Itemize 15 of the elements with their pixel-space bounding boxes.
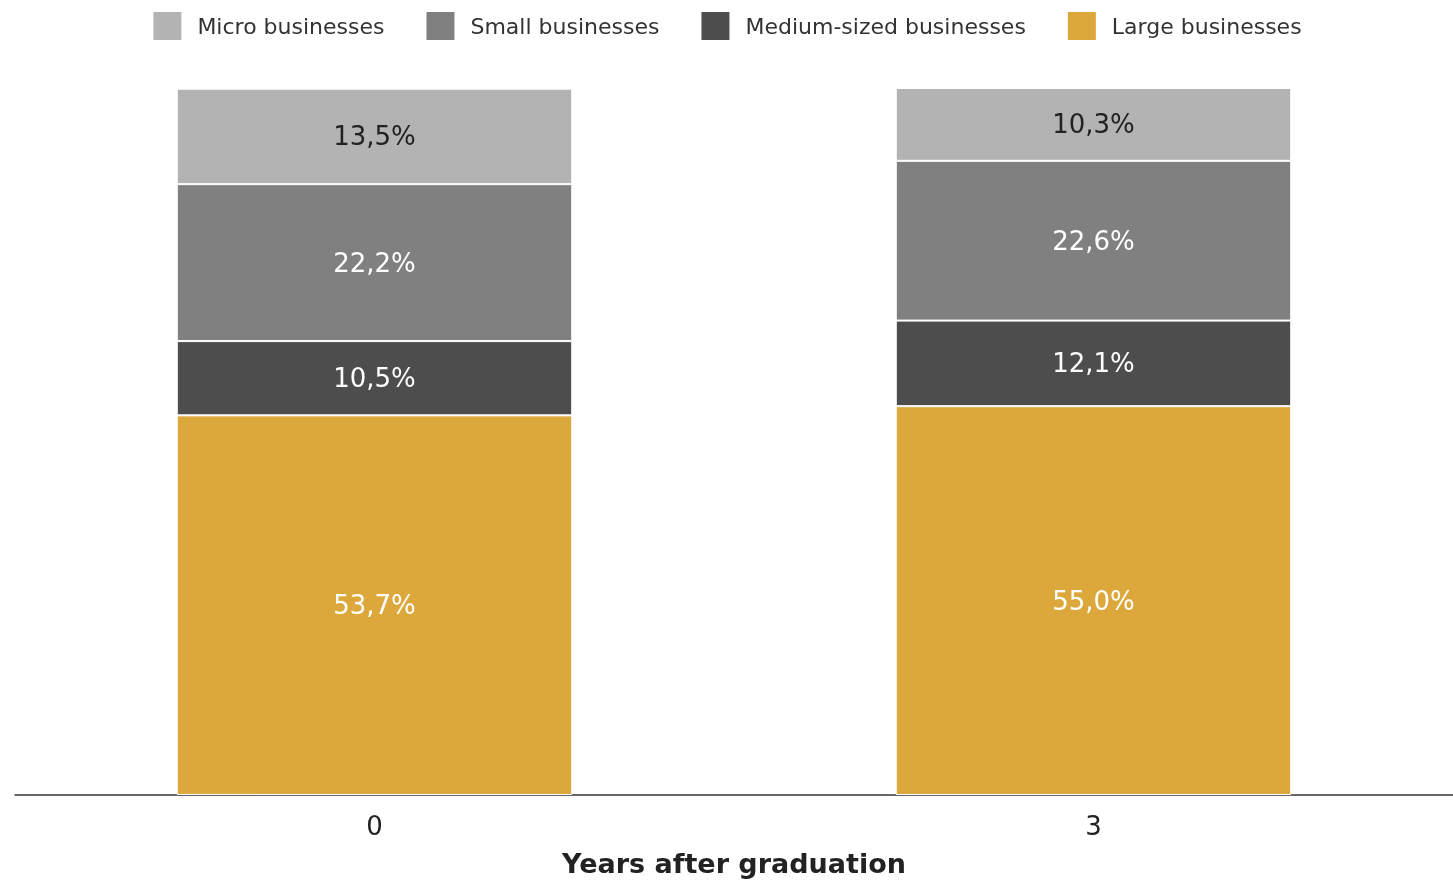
x-tick-label: 0 xyxy=(366,811,383,841)
legend-label: Medium-sized businesses xyxy=(745,13,1026,39)
data-label: 22,6% xyxy=(1052,225,1135,256)
data-label: 10,5% xyxy=(333,363,416,394)
legend-label: Small businesses xyxy=(470,13,660,39)
data-label: 55,0% xyxy=(1052,585,1135,616)
data-label: 53,7% xyxy=(333,590,416,621)
data-label: 10,3% xyxy=(1052,109,1135,140)
x-axis-title: Years after graduation xyxy=(561,848,906,879)
data-label: 13,5% xyxy=(333,121,416,152)
data-label: 12,1% xyxy=(1052,348,1135,379)
legend-label: Large businesses xyxy=(1111,13,1302,39)
data-label: 22,2% xyxy=(333,247,416,278)
legend-label: Micro businesses xyxy=(197,13,385,39)
x-tick-label: 3 xyxy=(1085,811,1102,841)
